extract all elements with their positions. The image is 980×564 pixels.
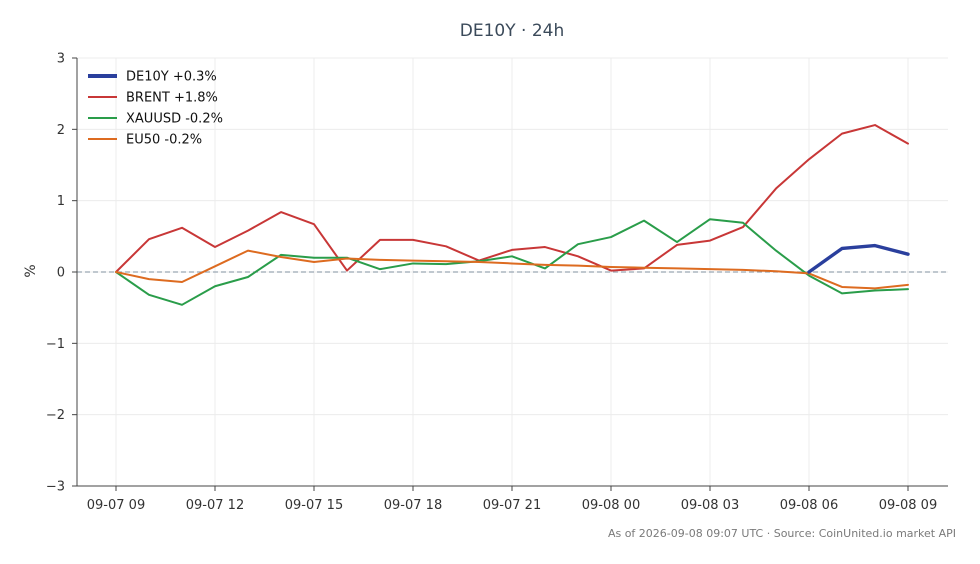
x-tick-label: 09-07 15 xyxy=(285,498,343,513)
y-tick-label: 0 xyxy=(57,266,65,281)
x-tick-label: 09-07 09 xyxy=(87,498,145,513)
x-tick-label: 09-07 21 xyxy=(483,498,541,513)
x-tick-label: 09-07 12 xyxy=(186,498,244,513)
y-tick-labels: 3 2 1 0 −1 −2 −3 xyxy=(46,52,65,495)
legend-label-brent: BRENT +1.8% xyxy=(126,91,218,106)
legend-label-eu50: EU50 -0.2% xyxy=(126,133,202,148)
legend-label-xauusd: XAUUSD -0.2% xyxy=(126,112,223,127)
y-tick-label: 3 xyxy=(57,52,65,67)
legend-label-de10y: DE10Y +0.3% xyxy=(126,70,217,85)
x-tick-label: 09-08 09 xyxy=(879,498,937,513)
y-tick-label: −2 xyxy=(46,408,65,423)
series-line-de10y xyxy=(807,243,910,274)
y-axis-label: % xyxy=(23,264,39,277)
y-tick-label: −3 xyxy=(46,480,65,495)
axes xyxy=(72,57,948,491)
x-tick-label: 09-07 18 xyxy=(384,498,442,513)
chart-title: DE10Y · 24h xyxy=(460,21,564,41)
legend: DE10Y +0.3% BRENT +1.8% XAUUSD -0.2% EU50 -… xyxy=(88,70,223,148)
x-tick-labels: 09-07 09 09-07 12 09-07 15 09-07 18 09-07 21… xyxy=(87,498,937,513)
series-line-eu50 xyxy=(115,249,909,290)
y-tick-label: 1 xyxy=(57,194,65,209)
series-line-brent xyxy=(115,124,909,273)
series-group xyxy=(115,124,910,306)
y-tick-label: −1 xyxy=(46,337,65,352)
y-tick-label: 2 xyxy=(57,123,65,138)
x-tick-label: 09-08 06 xyxy=(780,498,838,513)
footer-source: As of 2026-09-08 09:07 UTC · Source: Coi… xyxy=(608,527,956,540)
x-tick-label: 09-08 00 xyxy=(582,498,640,513)
x-tick-label: 09-08 03 xyxy=(681,498,739,513)
series-line-xauusd xyxy=(115,218,909,306)
